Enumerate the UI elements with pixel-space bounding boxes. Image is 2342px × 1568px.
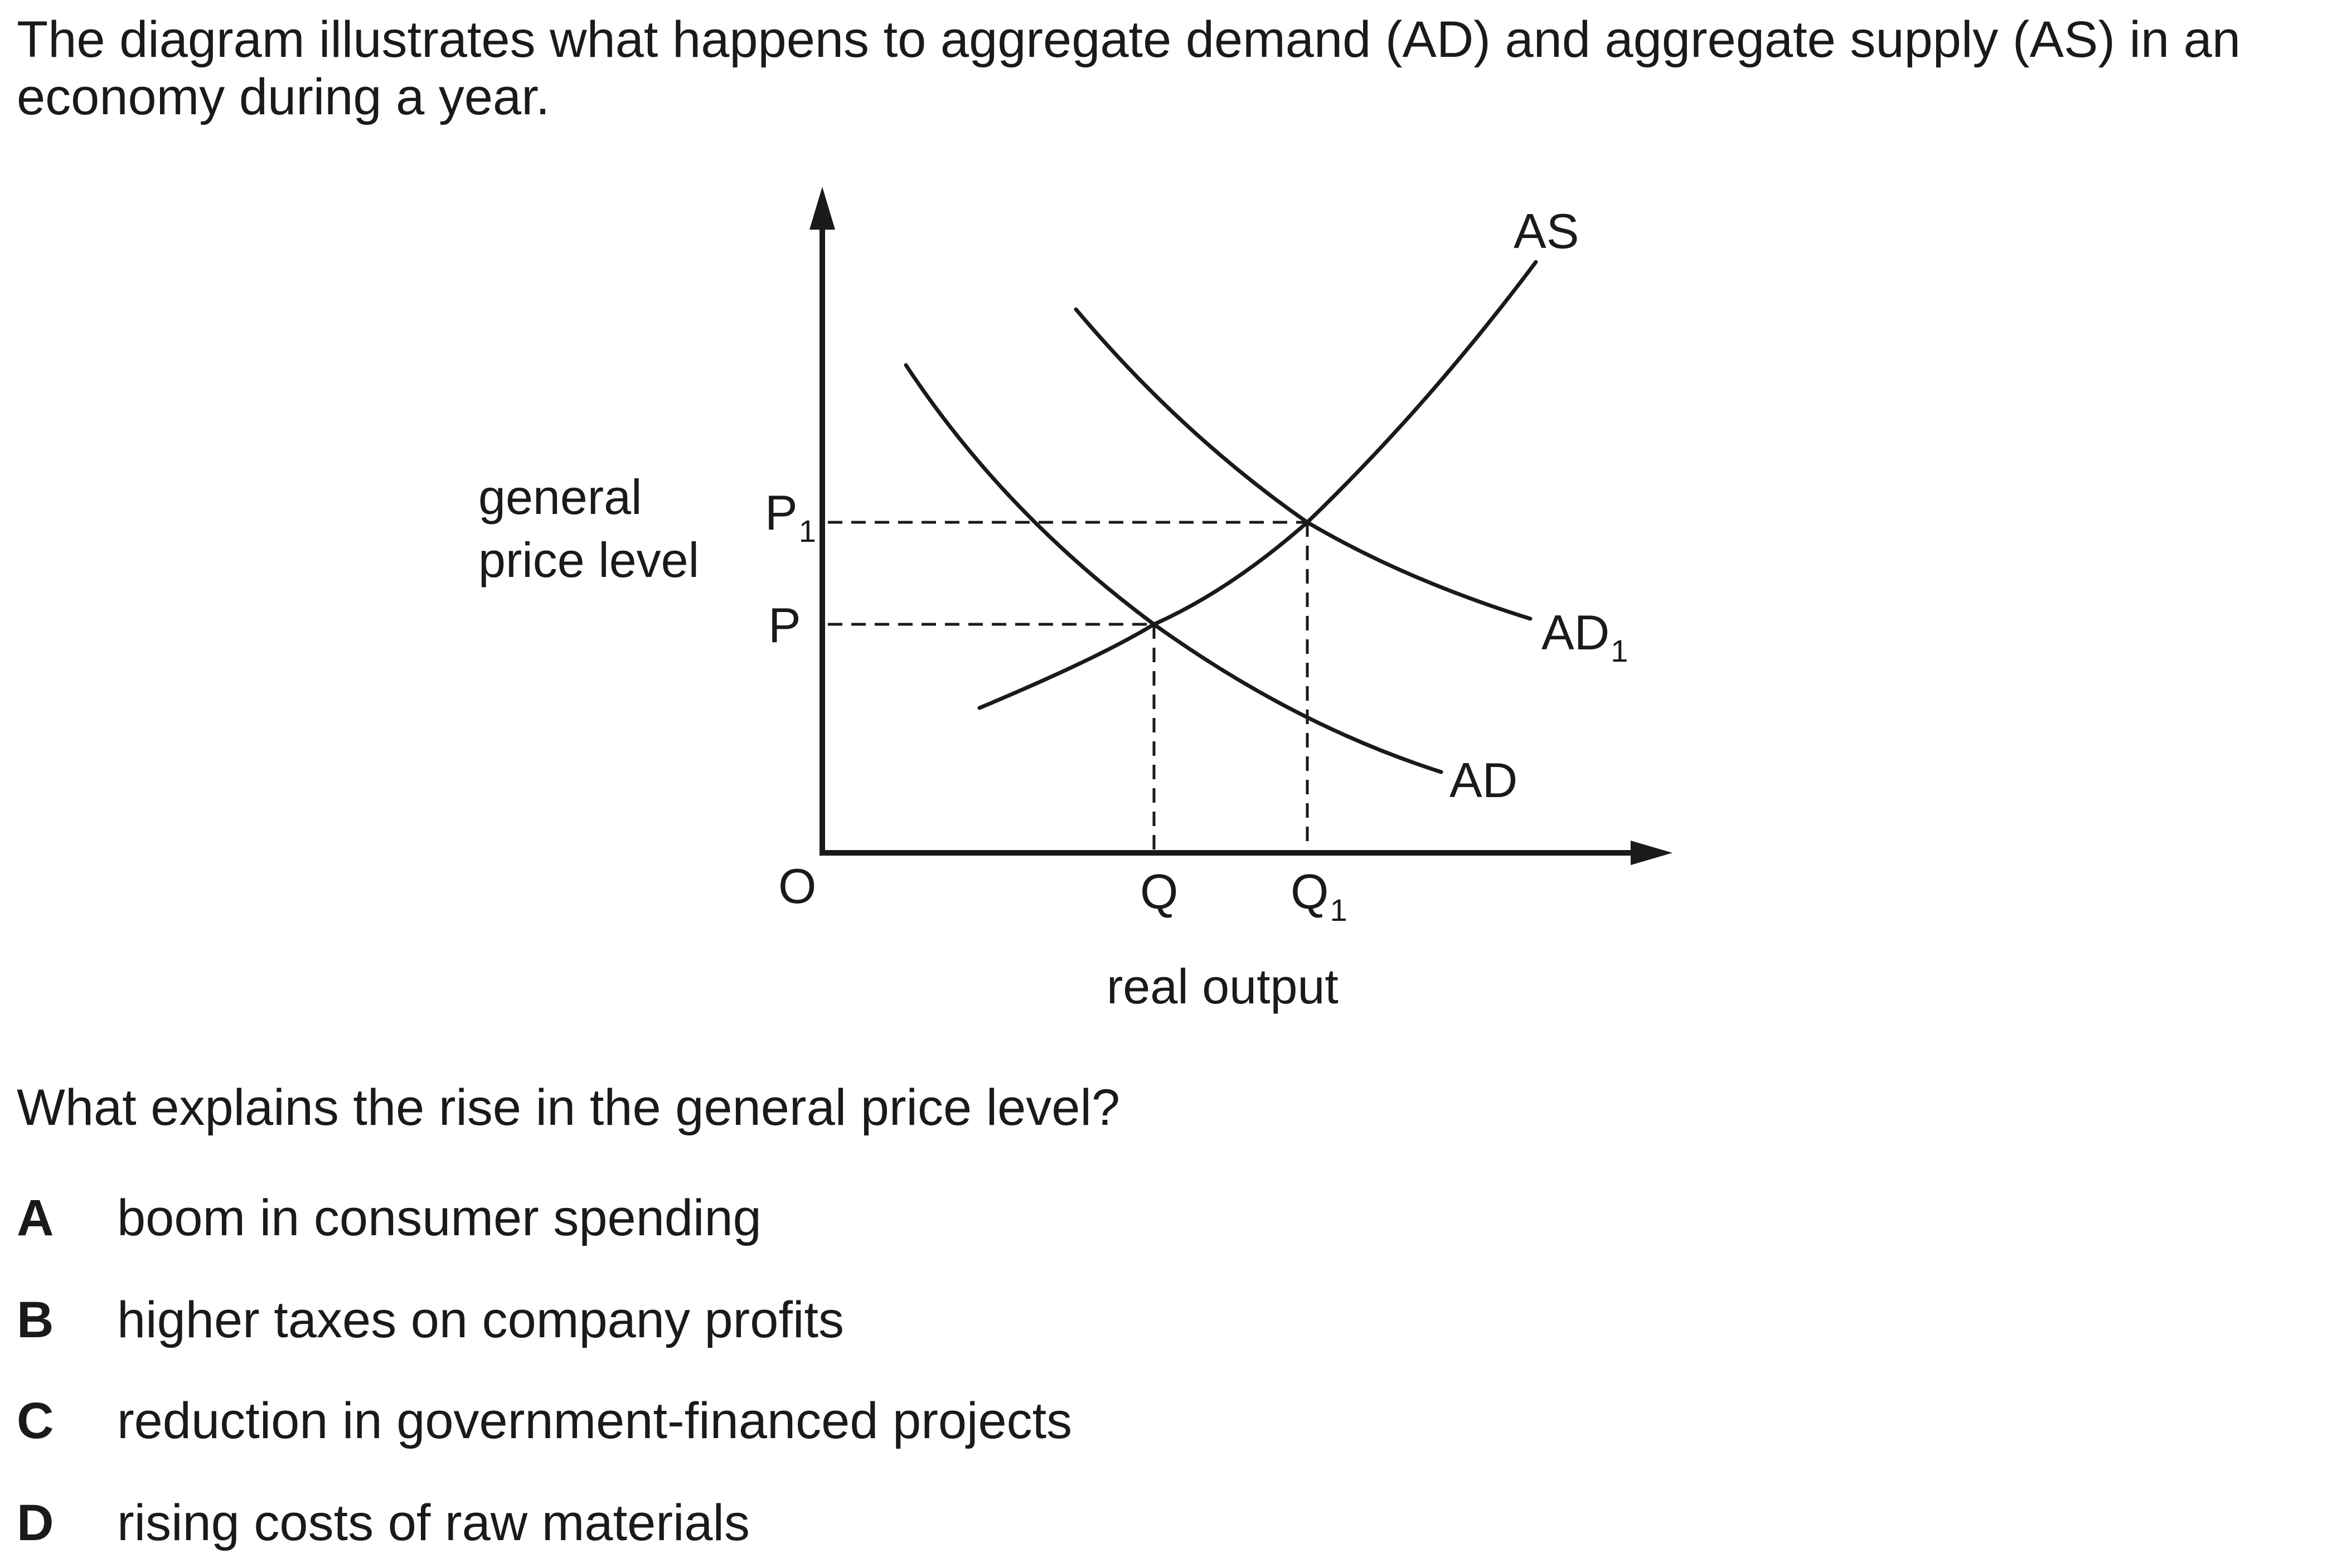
p1-label: P1	[765, 485, 816, 548]
origin-label: O	[778, 858, 816, 914]
q-label: Q	[1140, 864, 1178, 919]
option-d-letter: D	[17, 1494, 54, 1551]
intro-text: The diagram illustrates what happens to …	[17, 11, 2241, 126]
ad-curve	[904, 363, 1443, 774]
p-label: P	[768, 598, 801, 653]
option-b-text: higher taxes on company profits	[117, 1291, 845, 1348]
option-d[interactable]: D rising costs of raw materials	[17, 1492, 750, 1554]
option-a[interactable]: A boom in consumer spending	[17, 1187, 762, 1249]
as-curve	[977, 260, 1538, 710]
question-text: What explains the rise in the general pr…	[17, 1079, 1121, 1136]
x-axis-label: real output	[1107, 959, 1339, 1014]
option-a-text: boom in consumer spending	[117, 1189, 762, 1246]
q1-label: Q1	[1291, 864, 1347, 928]
option-c-text: reduction in government-financed project…	[117, 1392, 1073, 1449]
option-c[interactable]: C reduction in government-financed proje…	[17, 1390, 1072, 1452]
option-b-letter: B	[17, 1291, 54, 1348]
option-c-letter: C	[17, 1392, 54, 1449]
ad1-label: AD1	[1541, 605, 1628, 668]
y-axis-label-line1: general	[478, 469, 642, 525]
ad-label: AD	[1449, 753, 1517, 808]
ad1-curve	[1074, 307, 1533, 621]
option-a-letter: A	[17, 1189, 54, 1246]
option-d-text: rising costs of raw materials	[117, 1494, 750, 1551]
y-axis-arrowhead	[809, 187, 835, 230]
y-axis-label-line2: price level	[478, 532, 699, 588]
as-label: AS	[1514, 203, 1579, 259]
x-axis-arrowhead	[1631, 841, 1672, 865]
option-b[interactable]: B higher taxes on company profits	[17, 1289, 844, 1351]
